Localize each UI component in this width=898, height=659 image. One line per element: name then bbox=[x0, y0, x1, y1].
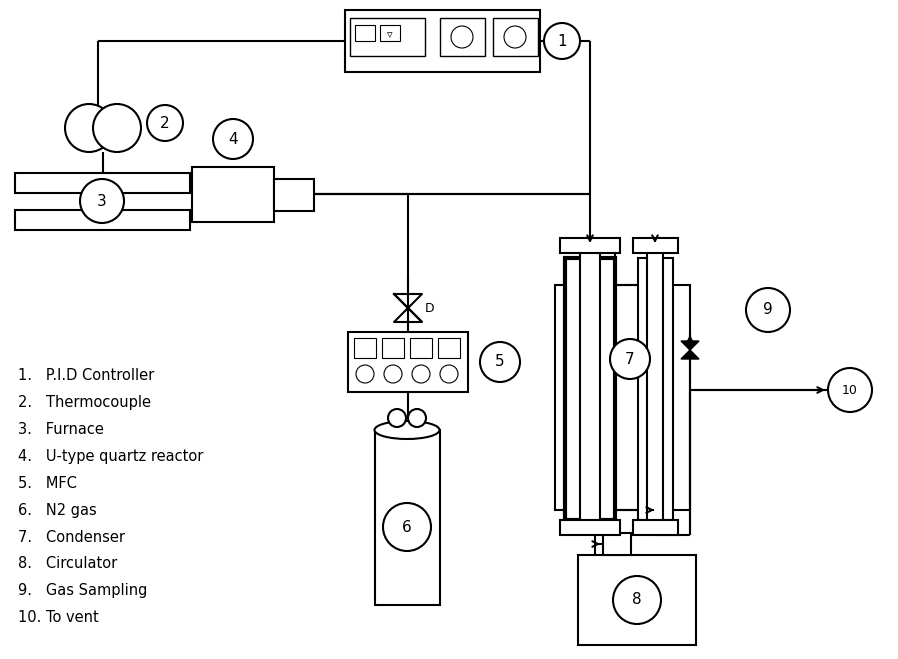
Bar bbox=[350, 18, 425, 56]
Bar bbox=[348, 332, 468, 392]
Circle shape bbox=[412, 365, 430, 383]
Text: 9.   Gas Sampling: 9. Gas Sampling bbox=[18, 583, 147, 598]
Circle shape bbox=[480, 342, 520, 382]
Polygon shape bbox=[681, 341, 699, 359]
Text: 5.   MFC: 5. MFC bbox=[18, 476, 77, 490]
Circle shape bbox=[610, 339, 650, 379]
Text: 3.   Furnace: 3. Furnace bbox=[18, 422, 104, 436]
Text: 10: 10 bbox=[842, 384, 858, 397]
Bar bbox=[375, 430, 440, 605]
Circle shape bbox=[93, 104, 141, 152]
Text: 4.   U-type quartz reactor: 4. U-type quartz reactor bbox=[18, 449, 203, 463]
Bar bbox=[565, 258, 615, 520]
Circle shape bbox=[613, 576, 661, 624]
Text: 6: 6 bbox=[402, 519, 412, 534]
Text: 2.   Thermocouple: 2. Thermocouple bbox=[18, 395, 151, 409]
Bar bbox=[382, 338, 404, 358]
Bar bbox=[580, 248, 600, 530]
Bar bbox=[192, 167, 274, 222]
Ellipse shape bbox=[374, 421, 439, 439]
Bar bbox=[633, 238, 678, 253]
Bar bbox=[440, 18, 485, 56]
Text: 6.   N2 gas: 6. N2 gas bbox=[18, 503, 97, 517]
Text: 4: 4 bbox=[228, 132, 238, 146]
Text: D: D bbox=[425, 302, 435, 314]
Circle shape bbox=[544, 23, 580, 59]
Text: 9: 9 bbox=[763, 302, 773, 318]
Bar bbox=[15, 210, 190, 230]
Text: 10. To vent: 10. To vent bbox=[18, 610, 99, 625]
Circle shape bbox=[828, 368, 872, 412]
Circle shape bbox=[80, 179, 124, 223]
Text: $\triangledown$: $\triangledown$ bbox=[386, 30, 394, 40]
Circle shape bbox=[147, 105, 183, 141]
Text: 1: 1 bbox=[557, 34, 567, 49]
Text: 8: 8 bbox=[632, 592, 642, 608]
Circle shape bbox=[388, 409, 406, 427]
Circle shape bbox=[451, 26, 473, 48]
Bar bbox=[274, 179, 314, 211]
Text: 3: 3 bbox=[97, 194, 107, 208]
Bar bbox=[560, 238, 620, 253]
Circle shape bbox=[383, 503, 431, 551]
Bar bbox=[380, 25, 400, 41]
Text: 1.   P.I.D Controller: 1. P.I.D Controller bbox=[18, 368, 154, 382]
Circle shape bbox=[440, 365, 458, 383]
Text: 8.   Circulator: 8. Circulator bbox=[18, 556, 118, 571]
Text: 7.   Condenser: 7. Condenser bbox=[18, 529, 125, 544]
Bar bbox=[15, 173, 190, 193]
Bar bbox=[493, 18, 538, 56]
Circle shape bbox=[213, 119, 253, 159]
Bar bbox=[555, 285, 690, 510]
Bar bbox=[578, 555, 696, 645]
Circle shape bbox=[746, 288, 790, 332]
Text: 2: 2 bbox=[160, 115, 170, 130]
Bar bbox=[603, 533, 631, 555]
Bar bbox=[354, 338, 376, 358]
Bar bbox=[647, 248, 663, 530]
Text: 5: 5 bbox=[495, 355, 505, 370]
Bar bbox=[638, 258, 673, 520]
Bar bbox=[345, 10, 540, 72]
Bar bbox=[633, 520, 678, 535]
Bar bbox=[355, 25, 375, 41]
Bar bbox=[560, 520, 620, 535]
Circle shape bbox=[384, 365, 402, 383]
Circle shape bbox=[65, 104, 113, 152]
Bar bbox=[410, 338, 432, 358]
Text: 7: 7 bbox=[625, 351, 635, 366]
Circle shape bbox=[356, 365, 374, 383]
Circle shape bbox=[408, 409, 426, 427]
Bar bbox=[438, 338, 460, 358]
Circle shape bbox=[504, 26, 526, 48]
